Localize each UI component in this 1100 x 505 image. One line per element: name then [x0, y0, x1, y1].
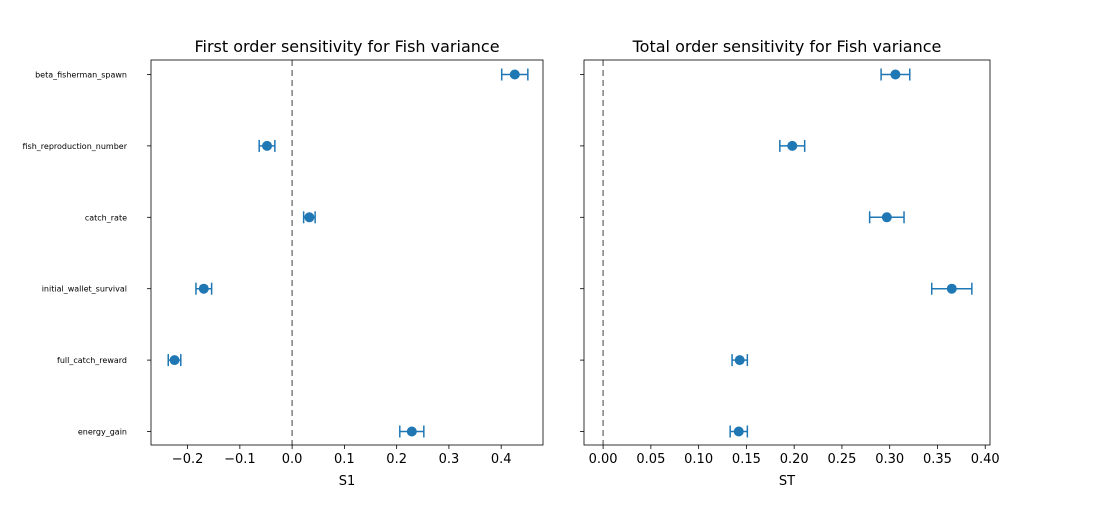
- total-order-x-tick-label: 0.40: [971, 452, 1000, 467]
- first-order-y-tick-label: full_catch_reward: [57, 356, 127, 365]
- first-order-x-tick-label: −0.1: [224, 452, 256, 467]
- total-order-x-tick-label: 0.20: [780, 452, 809, 467]
- first-order-y-tick-label: catch_rate: [85, 213, 127, 222]
- first-order-x-tick-label: −0.2: [172, 452, 204, 467]
- first-order-axes-frame: [150, 59, 544, 446]
- total-order-x-tick-label: 0.10: [684, 452, 713, 467]
- first-order-data-point: [262, 140, 273, 151]
- total-order-data-point: [787, 140, 798, 151]
- first-order-y-tick-label: energy_gain: [78, 428, 127, 437]
- total-order-x-tick-label: 0.15: [732, 452, 761, 467]
- total-order-data-point: [734, 355, 745, 366]
- total-order-axes-frame: [583, 59, 991, 446]
- total-order-x-tick-label: 0.35: [923, 452, 952, 467]
- total-order-data-point: [946, 283, 957, 294]
- total-order-x-tick-label: 0.25: [827, 452, 856, 467]
- total-order-x-tick-label: 0.05: [636, 452, 665, 467]
- total-order-x-axis-label: ST: [779, 474, 795, 489]
- total-order-x-tick-label: 0.00: [589, 452, 618, 467]
- first-order-data-point: [509, 69, 520, 80]
- total-order-x-tick-label: 0.30: [875, 452, 904, 467]
- total-order-title: Total order sensitivity for Fish varianc…: [632, 37, 942, 56]
- total-order-data-point: [733, 426, 744, 437]
- first-order-x-tick-label: 0.3: [439, 452, 460, 467]
- first-order-panel: First order sensitivity for Fish varianc…: [23, 37, 544, 489]
- first-order-data-point: [304, 212, 315, 223]
- first-order-title: First order sensitivity for Fish varianc…: [194, 37, 499, 56]
- first-order-y-tick-label: beta_fisherman_spawn: [35, 71, 127, 80]
- first-order-x-tick-label: 0.1: [334, 452, 355, 467]
- first-order-y-tick-label: fish_reproduction_number: [23, 142, 128, 151]
- first-order-x-tick-label: 0.4: [491, 452, 512, 467]
- first-order-y-tick-label: initial_wallet_survival: [42, 285, 127, 294]
- total-order-data-point: [881, 212, 892, 223]
- total-order-panel: Total order sensitivity for Fish varianc…: [580, 37, 1000, 489]
- total-order-data-point: [890, 69, 901, 80]
- first-order-data-point: [169, 355, 180, 366]
- first-order-x-tick-label: 0.0: [282, 452, 303, 467]
- first-order-x-tick-label: 0.2: [386, 452, 407, 467]
- first-order-data-point: [406, 426, 417, 437]
- first-order-data-point: [198, 283, 209, 294]
- first-order-x-axis-label: S1: [339, 474, 356, 489]
